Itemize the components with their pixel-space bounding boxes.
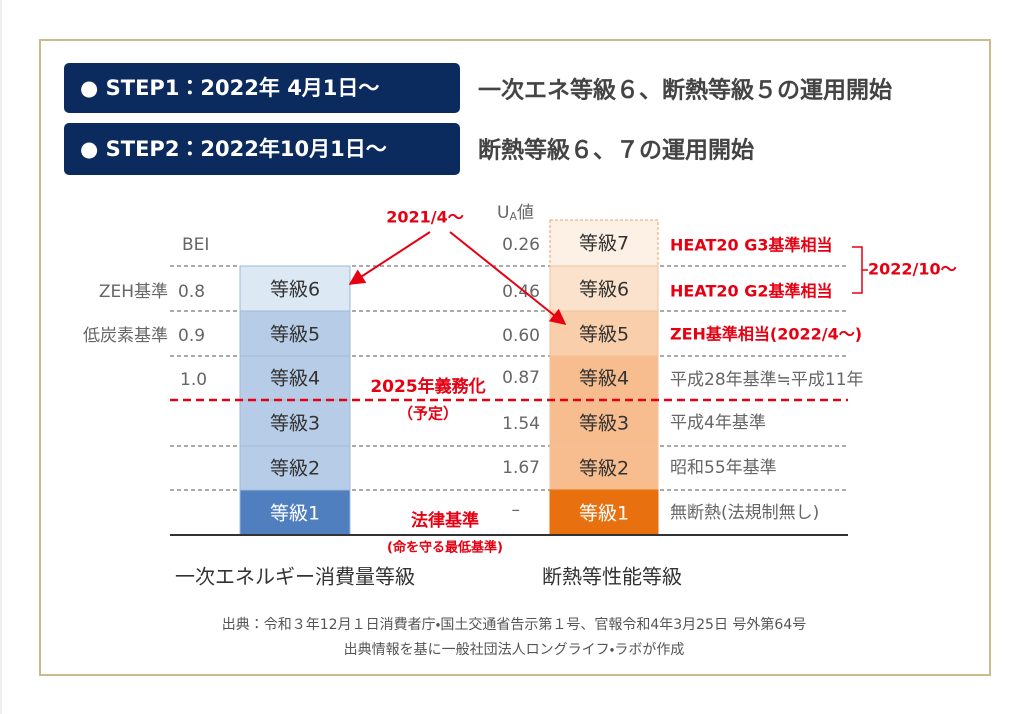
- insulation-note: 平成4年基準: [670, 413, 766, 433]
- bei-header: BEI: [182, 235, 209, 255]
- ua-symbol: U: [497, 203, 509, 223]
- bei-value: 1.0: [180, 370, 207, 390]
- axis-label: 断熱等性能等級: [542, 565, 682, 589]
- step-description: 断熱等級６、７の運用開始: [478, 137, 754, 164]
- mandatory-note: （予定）: [398, 405, 458, 423]
- ua-value: 0.26: [502, 235, 540, 255]
- step-description: 一次エネ等級６、断熱等級５の運用開始: [478, 77, 892, 104]
- insulation-grade: 等級6: [579, 279, 629, 301]
- insulation-column: [549, 219, 659, 536]
- step-label: ● STEP1：2022年 4月1日〜: [80, 76, 379, 100]
- ua-suffix: 値: [517, 203, 534, 223]
- step-label: ● STEP2：2022年10月1日〜: [80, 137, 387, 161]
- insulation-grade: 等級1: [579, 503, 629, 525]
- bei-value: 0.8: [178, 282, 205, 302]
- ua-value: 0.87: [502, 368, 540, 388]
- mandatory-label: 2025年義務化: [370, 376, 485, 397]
- energy-grade: 等級4: [270, 368, 320, 390]
- source: 出典：令和３年12月１日消費者庁・国土交通省告示第１号、官報令和4年3月25日 …: [222, 616, 806, 633]
- arrow-label: 2021/4〜: [386, 208, 464, 227]
- insulation-note: 昭和55年基準: [670, 458, 777, 478]
- axis-label: 一次エネルギー消費量等級: [175, 565, 415, 589]
- insulation-grade: 等級7: [579, 233, 629, 255]
- bracket: [852, 246, 868, 294]
- arrow: [449, 231, 567, 325]
- ua-value: –: [512, 500, 521, 520]
- ua-value: 1.54: [502, 414, 540, 434]
- arrow: [348, 231, 431, 285]
- legal-label: 法律基準: [411, 510, 479, 531]
- energy-grade: 等級2: [270, 458, 320, 480]
- insulation-note: HEAT20 G2基準相当: [670, 282, 832, 301]
- ua-header: UA値: [497, 203, 534, 223]
- ua-values: 0.26 0.46 0.60 0.87 1.54 1.67 –: [502, 235, 540, 520]
- bracket-label: 2022/10〜: [868, 260, 957, 279]
- insulation-grade: 等級2: [579, 458, 629, 480]
- step-box: [64, 123, 460, 175]
- insulation-note: ZEH基準相当(2022/4〜): [670, 325, 862, 344]
- insulation-grade: 等級5: [579, 324, 629, 346]
- insulation-note: 無断熱(法規制無し): [670, 503, 819, 523]
- insulation-note: HEAT20 G3基準相当: [670, 236, 832, 255]
- bei-label: ZEH基準: [99, 282, 168, 302]
- insulation-grade: 等級3: [579, 413, 629, 435]
- insulation-note: 平成28年基準≒平成11年: [670, 370, 864, 390]
- step-box: [64, 63, 460, 113]
- energy-column: [239, 265, 351, 536]
- bei-value: 0.9: [178, 326, 205, 346]
- ua-value: 0.60: [502, 326, 540, 346]
- legal-note: (命を守る最低基準): [387, 540, 503, 556]
- ua-value: 1.67: [502, 458, 540, 478]
- energy-grade: 等級5: [270, 324, 320, 346]
- bei-label: 低炭素基準: [83, 326, 168, 346]
- energy-grade: 等級3: [270, 413, 320, 435]
- source: 出典情報を基に一般社団法人ロングライフ・ラボが作成: [344, 641, 685, 658]
- ua-subscript: A: [509, 210, 517, 223]
- energy-grade: 等級1: [270, 503, 320, 525]
- insulation-grade: 等級4: [579, 368, 629, 390]
- energy-grade: 等級6: [270, 279, 320, 301]
